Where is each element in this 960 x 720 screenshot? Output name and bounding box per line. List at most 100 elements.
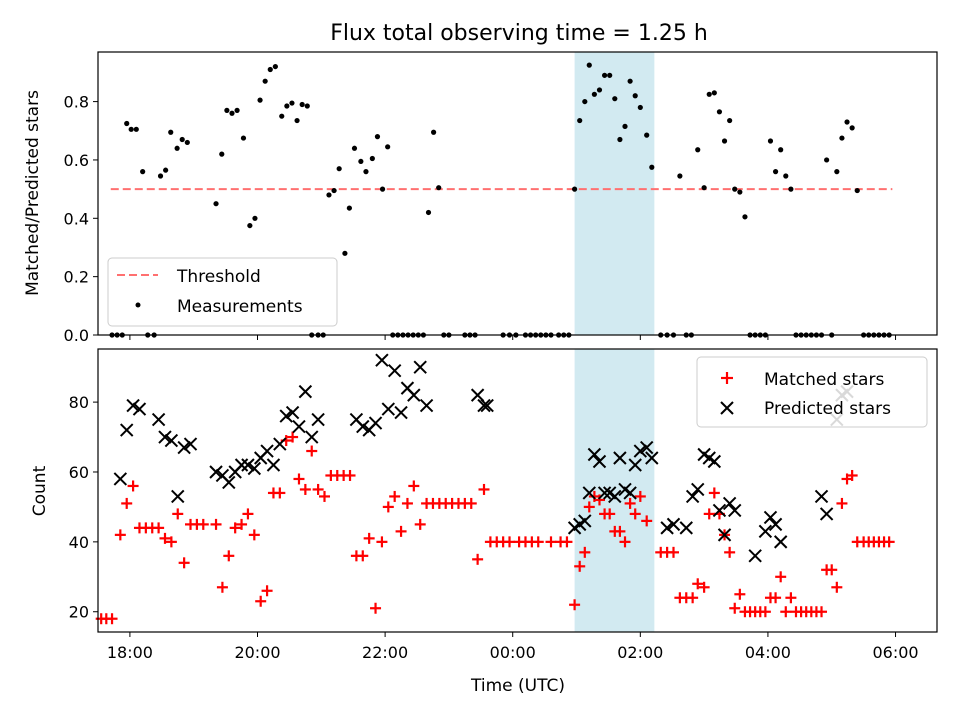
measurement-point — [326, 192, 332, 198]
matched-star-point — [703, 508, 715, 520]
matched-star-point — [376, 536, 388, 548]
predicted-star-point — [241, 458, 255, 472]
matched-star-point — [165, 536, 177, 548]
predicted-star-point — [679, 521, 693, 535]
matched-star-point — [667, 546, 679, 558]
measurement-point — [601, 72, 608, 78]
measurement-point — [257, 97, 263, 103]
predicted-star-point — [356, 419, 370, 434]
y-tick-label: 0.0 — [64, 326, 89, 345]
measurement-point — [299, 101, 305, 108]
predicted-star-point — [660, 521, 674, 535]
matched-star-point — [629, 508, 641, 520]
measurement-point — [737, 189, 743, 195]
measurement-point — [240, 135, 247, 141]
x-tick-label: 06:00 — [872, 643, 918, 662]
predicted-star-point — [407, 388, 421, 402]
measurement-point — [644, 132, 650, 138]
y-tick-label: 0.2 — [64, 268, 89, 287]
matched-star-point — [532, 536, 544, 548]
matched-star-point — [306, 445, 318, 457]
predicted-star-point — [158, 430, 172, 444]
matched-star-point — [692, 578, 704, 590]
matched-star-point — [216, 581, 228, 593]
measurement-point — [586, 62, 592, 68]
predicted-star-point — [728, 503, 742, 518]
matched-star-point — [197, 518, 209, 530]
measurement-point — [284, 103, 290, 109]
y-tick-label: 0.6 — [64, 151, 89, 170]
matched-star-point — [395, 525, 407, 537]
measurement-point — [582, 98, 588, 105]
x-tick-label: 18:00 — [107, 643, 153, 662]
matched-star-point — [242, 508, 254, 520]
measurement-point — [224, 107, 230, 113]
measurement-point — [128, 126, 134, 132]
measurement-point — [279, 113, 285, 119]
matched-star-point — [172, 508, 184, 520]
matched-star-point — [826, 564, 838, 576]
measurement-point — [179, 136, 185, 143]
legend-threshold-label: Threshold — [176, 267, 261, 287]
y-tick-label: 60 — [69, 463, 89, 482]
top-highlight-span — [574, 52, 655, 335]
measurement-point — [622, 123, 628, 129]
matched-star-point — [248, 529, 260, 541]
matched-star-point — [127, 480, 139, 492]
legend-matched-label: Matched stars — [764, 370, 884, 390]
chart-title: Flux total observing time = 1.25 h — [330, 21, 708, 46]
matched-star-point — [759, 606, 771, 618]
predicted-star-point — [183, 437, 198, 451]
predicted-star-point — [613, 451, 627, 465]
predicted-star-point — [171, 489, 185, 504]
measurement-point — [133, 126, 139, 132]
predicted-star-point — [387, 363, 402, 378]
matched-star-point — [472, 553, 484, 565]
matched-star-point — [389, 490, 401, 502]
predicted-star-point — [305, 430, 319, 444]
measurement-point — [262, 78, 268, 84]
y-tick-label: 20 — [69, 603, 89, 622]
predicted-star-point — [597, 486, 612, 500]
matched-star-point — [382, 501, 394, 513]
predicted-star-point — [666, 517, 681, 532]
predicted-star-point — [292, 419, 306, 434]
top-y-axis-ticks: 0.0 0.2 0.4 0.6 0.8 — [64, 93, 98, 345]
matched-star-point — [569, 599, 581, 611]
measurement-point — [272, 63, 278, 70]
measurement-point — [229, 110, 235, 116]
measurement-point — [168, 129, 174, 135]
predicted-star-point — [279, 409, 293, 423]
matched-star-point — [106, 613, 118, 625]
measurement-point — [591, 91, 597, 97]
matched-star-point — [614, 525, 626, 537]
measurement-point — [436, 185, 442, 191]
predicted-star-point — [368, 416, 383, 430]
matched-star-point — [408, 480, 420, 492]
legend-predicted-label: Predicted stars — [764, 399, 891, 419]
predicted-star-point — [748, 549, 762, 563]
measurement-point — [834, 169, 840, 175]
legend-measurements-label: Measurements — [177, 297, 303, 317]
measurement-point — [839, 135, 845, 141]
x-axis-label: Time (UTC) — [470, 676, 565, 696]
measurement-point — [677, 173, 683, 179]
matched-star-point — [261, 585, 273, 597]
predicted-star-point — [768, 517, 783, 532]
measurement-point — [174, 145, 180, 151]
predicted-star-point — [685, 489, 700, 504]
measurement-point — [184, 139, 190, 146]
measurement-point — [358, 158, 364, 165]
predicted-star-point — [234, 458, 249, 472]
measurement-point — [706, 91, 712, 97]
measurement-point — [767, 138, 774, 144]
y-tick-label: 0.4 — [64, 209, 89, 228]
matched-star-point — [287, 431, 299, 443]
predicted-star-point — [164, 433, 179, 448]
measurement-point — [607, 72, 613, 78]
top-axes-frame — [97, 51, 938, 336]
bottom-axes-frame — [97, 348, 938, 633]
x-tick-label: 22:00 — [362, 643, 408, 662]
measurement-point — [140, 169, 146, 175]
measurement-point — [289, 100, 295, 106]
